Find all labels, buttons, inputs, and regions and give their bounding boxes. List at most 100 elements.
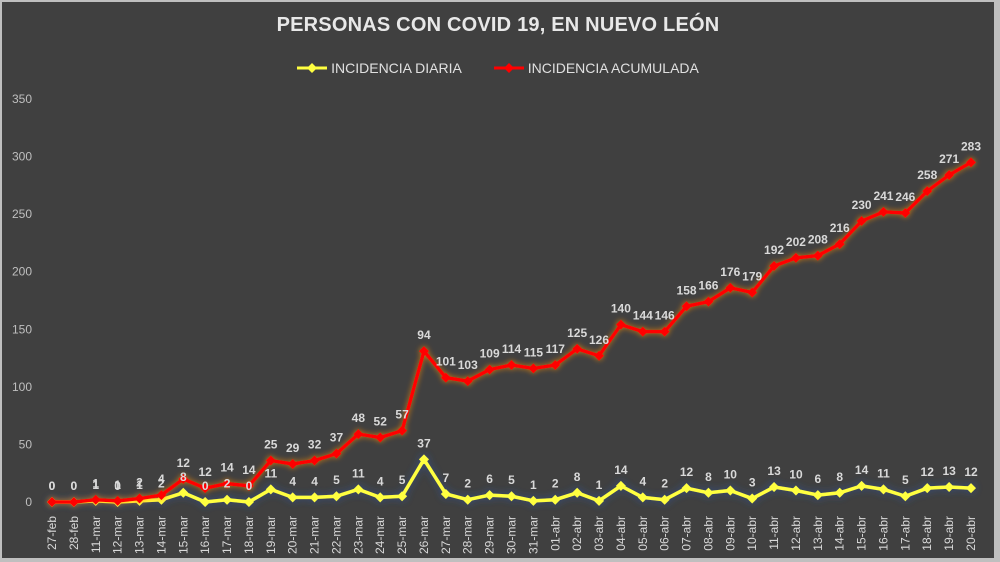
cumulative-marker[interactable] bbox=[418, 346, 429, 357]
daily-marker[interactable] bbox=[747, 493, 758, 504]
cumulative-marker[interactable] bbox=[572, 343, 583, 354]
daily-marker[interactable] bbox=[418, 454, 429, 465]
cumulative-marker[interactable] bbox=[812, 250, 823, 261]
daily-marker[interactable] bbox=[375, 492, 386, 503]
daily-data-label: 8 bbox=[180, 470, 187, 484]
cumulative-marker[interactable] bbox=[922, 186, 933, 197]
cumulative-marker[interactable] bbox=[397, 425, 408, 436]
cumulative-marker[interactable] bbox=[900, 207, 911, 218]
cumulative-marker[interactable] bbox=[834, 239, 845, 250]
daily-marker[interactable] bbox=[265, 484, 276, 495]
x-tick-label: 13-abr bbox=[811, 516, 825, 551]
cumulative-marker[interactable] bbox=[944, 169, 955, 180]
daily-marker[interactable] bbox=[594, 495, 605, 506]
daily-marker[interactable] bbox=[944, 482, 955, 493]
daily-marker[interactable] bbox=[506, 491, 517, 502]
daily-marker[interactable] bbox=[243, 497, 254, 507]
x-tick-label: 04-abr bbox=[614, 516, 628, 551]
daily-data-label: 0 bbox=[71, 479, 78, 493]
daily-marker[interactable] bbox=[769, 482, 780, 493]
daily-marker[interactable] bbox=[178, 487, 189, 498]
cumulative-marker[interactable] bbox=[309, 455, 320, 466]
cumulative-marker[interactable] bbox=[200, 483, 211, 494]
cumulative-marker[interactable] bbox=[615, 319, 626, 330]
daily-marker[interactable] bbox=[725, 485, 736, 496]
daily-marker[interactable] bbox=[550, 494, 561, 505]
x-tick-label: 31-mar bbox=[526, 516, 540, 554]
daily-marker[interactable] bbox=[834, 487, 845, 498]
daily-marker[interactable] bbox=[222, 494, 233, 505]
daily-marker[interactable] bbox=[397, 491, 408, 502]
cumulative-marker[interactable] bbox=[966, 157, 976, 168]
daily-marker[interactable] bbox=[637, 492, 648, 503]
cumulative-data-label: 283 bbox=[961, 139, 981, 153]
cumulative-marker[interactable] bbox=[90, 494, 101, 505]
daily-marker[interactable] bbox=[790, 485, 801, 496]
cumulative-marker[interactable] bbox=[287, 459, 298, 470]
y-tick-label: 250 bbox=[12, 207, 32, 221]
cumulative-marker[interactable] bbox=[703, 296, 714, 307]
cumulative-marker[interactable] bbox=[375, 432, 386, 443]
daily-marker[interactable] bbox=[966, 483, 976, 494]
cumulative-marker[interactable] bbox=[790, 252, 801, 263]
cumulative-marker[interactable] bbox=[353, 429, 364, 440]
daily-marker[interactable] bbox=[331, 491, 342, 502]
cumulative-marker[interactable] bbox=[440, 372, 451, 383]
cumulative-marker[interactable] bbox=[47, 497, 57, 507]
cumulative-marker[interactable] bbox=[222, 478, 233, 489]
daily-marker[interactable] bbox=[659, 494, 670, 505]
cumulative-marker[interactable] bbox=[725, 282, 736, 293]
daily-marker[interactable] bbox=[200, 497, 211, 507]
cumulative-marker[interactable] bbox=[112, 495, 123, 506]
daily-marker[interactable] bbox=[856, 480, 867, 491]
daily-marker[interactable] bbox=[572, 487, 583, 498]
cumulative-data-label: 0 bbox=[71, 479, 78, 493]
cumulative-marker[interactable] bbox=[68, 497, 79, 507]
daily-marker[interactable] bbox=[615, 480, 626, 491]
cumulative-marker[interactable] bbox=[506, 359, 517, 370]
daily-marker[interactable] bbox=[703, 487, 714, 498]
x-tick-label: 12-abr bbox=[789, 516, 803, 551]
cumulative-marker[interactable] bbox=[265, 455, 276, 466]
cumulative-marker[interactable] bbox=[462, 376, 473, 387]
cumulative-marker[interactable] bbox=[484, 364, 495, 375]
cumulative-marker[interactable] bbox=[156, 490, 167, 501]
daily-marker[interactable] bbox=[484, 490, 495, 501]
daily-marker[interactable] bbox=[462, 494, 473, 505]
daily-data-label: 8 bbox=[574, 470, 581, 484]
x-tick-label: 06-abr bbox=[658, 516, 672, 551]
cumulative-marker[interactable] bbox=[528, 363, 539, 374]
cumulative-marker[interactable] bbox=[747, 287, 758, 298]
daily-marker[interactable] bbox=[922, 483, 933, 494]
cumulative-marker[interactable] bbox=[769, 260, 780, 271]
daily-marker[interactable] bbox=[812, 490, 823, 501]
daily-marker[interactable] bbox=[353, 484, 364, 495]
x-tick-label: 22-mar bbox=[329, 516, 343, 554]
daily-marker[interactable] bbox=[309, 492, 320, 503]
cumulative-marker[interactable] bbox=[594, 350, 605, 361]
cumulative-marker[interactable] bbox=[637, 326, 648, 337]
daily-marker[interactable] bbox=[528, 495, 539, 506]
cumulative-marker[interactable] bbox=[659, 326, 670, 337]
daily-marker[interactable] bbox=[900, 491, 911, 502]
daily-data-label: 13 bbox=[942, 464, 956, 478]
daily-marker[interactable] bbox=[681, 483, 692, 494]
cumulative-marker[interactable] bbox=[243, 480, 254, 491]
cumulative-marker[interactable] bbox=[681, 301, 692, 312]
daily-marker[interactable] bbox=[878, 484, 889, 495]
daily-marker[interactable] bbox=[440, 488, 451, 499]
cumulative-marker[interactable] bbox=[134, 493, 145, 504]
cumulative-marker[interactable] bbox=[878, 206, 889, 217]
cumulative-series bbox=[47, 157, 976, 507]
x-tick-label: 21-mar bbox=[308, 516, 322, 554]
x-tick-label: 19-abr bbox=[942, 516, 956, 551]
cumulative-marker[interactable] bbox=[856, 216, 867, 227]
cumulative-data-label: 48 bbox=[352, 411, 366, 425]
cumulative-data-label: 216 bbox=[830, 221, 850, 235]
daily-data-label: 10 bbox=[789, 467, 803, 481]
cumulative-marker[interactable] bbox=[178, 473, 189, 484]
y-tick-label: 200 bbox=[12, 265, 32, 279]
daily-marker[interactable] bbox=[287, 492, 298, 503]
cumulative-marker[interactable] bbox=[331, 448, 342, 459]
cumulative-marker[interactable] bbox=[550, 359, 561, 370]
